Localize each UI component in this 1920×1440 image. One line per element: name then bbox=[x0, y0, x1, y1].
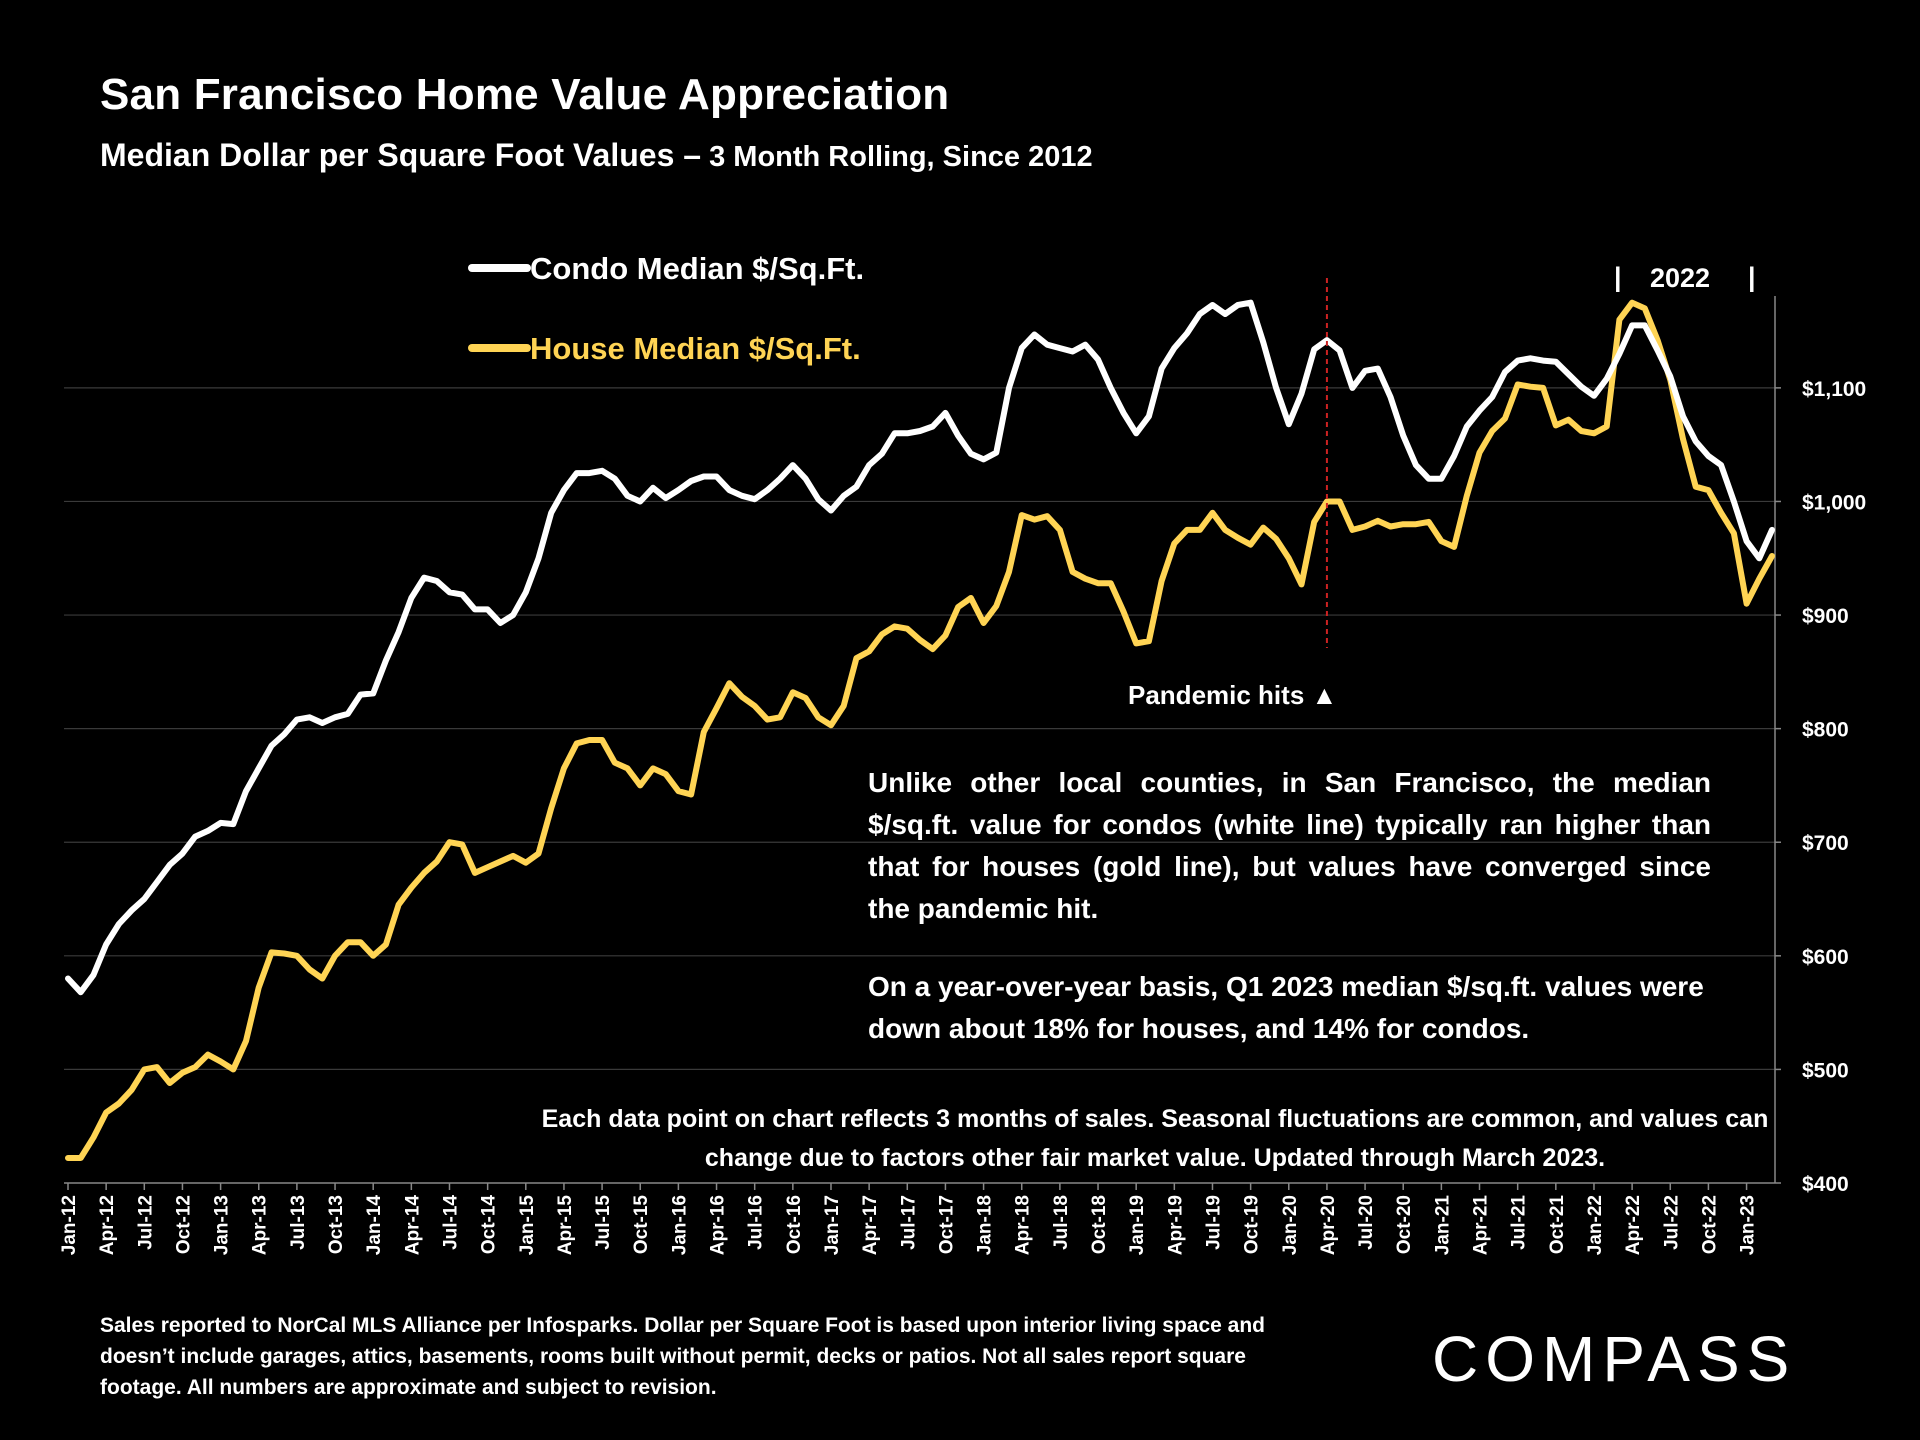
x-tick-label: Jan-13 bbox=[212, 1195, 233, 1255]
x-tick-label: Jul-15 bbox=[593, 1195, 614, 1250]
x-tick-label: Jan-23 bbox=[1738, 1195, 1759, 1255]
annotation-paragraph-1: Unlike other local counties, in San Fran… bbox=[868, 767, 1711, 924]
x-tick-label: Jul-17 bbox=[898, 1195, 919, 1250]
x-tick-label: Apr-20 bbox=[1318, 1195, 1339, 1255]
y-tick-labels: $400 $500 $600 $700 $800 $900 $1,000 $1,100 bbox=[1775, 378, 1866, 1196]
x-tick-label: Apr-14 bbox=[402, 1195, 423, 1256]
x-tick-label: Oct-17 bbox=[936, 1195, 957, 1254]
x-tick-label: Jan-22 bbox=[1585, 1195, 1606, 1255]
compass-logo: COMPASS bbox=[1432, 1323, 1797, 1395]
y-tick-label: $600 bbox=[1802, 946, 1849, 969]
annotations: | 2022 | Pandemic hits ▲ bbox=[1128, 262, 1756, 710]
x-tick-label: Apr-17 bbox=[860, 1195, 881, 1255]
x-tick-label: Jan-15 bbox=[517, 1195, 538, 1256]
year-bracket-left: | bbox=[1614, 262, 1622, 292]
x-tick-label: Oct-12 bbox=[173, 1195, 194, 1254]
legend-house-label: House Median $/Sq.Ft. bbox=[530, 331, 861, 366]
x-tick-label: Jul-14 bbox=[440, 1195, 461, 1250]
x-tick-label: Jul-22 bbox=[1661, 1195, 1682, 1250]
x-tick-label: Apr-16 bbox=[708, 1195, 729, 1255]
year-bracket-right: | bbox=[1748, 262, 1756, 292]
x-tick-label: Jan-20 bbox=[1280, 1195, 1301, 1255]
x-tick-label: Jan-17 bbox=[822, 1195, 843, 1255]
x-tick-label: Jan-21 bbox=[1432, 1195, 1453, 1256]
chart-note: Each data point on chart reflects 3 mont… bbox=[541, 1105, 1769, 1172]
x-tick-label: Apr-22 bbox=[1623, 1195, 1644, 1255]
y-tick-label: $700 bbox=[1802, 832, 1849, 855]
x-tick-label: Apr-19 bbox=[1165, 1195, 1186, 1255]
series-lines bbox=[65, 278, 1775, 1161]
x-tick-label: Jul-21 bbox=[1509, 1195, 1530, 1250]
axes bbox=[64, 296, 1776, 1184]
x-tick-label: Oct-14 bbox=[479, 1195, 500, 1255]
x-tick-label: Oct-13 bbox=[326, 1195, 347, 1254]
x-tick-label: Apr-13 bbox=[250, 1195, 271, 1255]
y-tick-label: $400 bbox=[1802, 1173, 1849, 1196]
legend-condo-label: Condo Median $/Sq.Ft. bbox=[530, 251, 864, 286]
x-tick-label: Apr-15 bbox=[555, 1195, 576, 1256]
x-tick-label: Oct-15 bbox=[631, 1195, 652, 1255]
x-tick-label: Jan-18 bbox=[975, 1195, 996, 1255]
x-tick-label: Oct-20 bbox=[1394, 1195, 1415, 1254]
annotation-text: Unlike other local counties, in San Fran… bbox=[868, 762, 1711, 1050]
x-tick-label: Jan-16 bbox=[669, 1195, 690, 1255]
x-tick-labels: Jan-12 Apr-12 Jul-12 Oct-12 Jan-13 Apr-13 Jul-… bbox=[59, 1183, 1759, 1255]
x-tick-label: Apr-12 bbox=[97, 1195, 118, 1255]
chart-title: San Francisco Home Value Appreciation bbox=[100, 70, 950, 119]
source-footnote: Sales reported to NorCal MLS Alliance pe… bbox=[100, 1314, 1265, 1399]
subtitle-main: Median Dollar per Square Foot Values – bbox=[100, 137, 702, 173]
chart-subtitle: Median Dollar per Square Foot Values – 3… bbox=[100, 137, 1093, 174]
x-tick-label: Jul-18 bbox=[1051, 1195, 1072, 1250]
x-tick-label: Jan-14 bbox=[364, 1195, 385, 1256]
y-tick-label: $1,000 bbox=[1802, 491, 1866, 514]
x-tick-label: Apr-21 bbox=[1471, 1195, 1492, 1256]
y-tick-label: $500 bbox=[1802, 1059, 1849, 1082]
subtitle-small: 3 Month Rolling, Since 2012 bbox=[701, 141, 1093, 173]
gridlines bbox=[64, 387, 1775, 1071]
annotation-paragraph-2: On a year-over-year basis, Q1 2023 media… bbox=[868, 971, 1704, 1044]
x-tick-label: Jan-12 bbox=[59, 1195, 80, 1255]
x-tick-label: Jan-19 bbox=[1127, 1195, 1148, 1255]
x-tick-label: Jul-19 bbox=[1203, 1195, 1224, 1250]
x-tick-label: Oct-19 bbox=[1242, 1195, 1263, 1254]
house-line bbox=[65, 299, 1775, 1161]
x-tick-label: Oct-22 bbox=[1699, 1195, 1720, 1254]
x-tick-label: Jul-12 bbox=[135, 1195, 156, 1250]
year-label: 2022 bbox=[1650, 263, 1710, 293]
x-tick-label: Oct-21 bbox=[1547, 1195, 1568, 1255]
condo-line bbox=[65, 299, 1775, 996]
y-tick-label: $800 bbox=[1802, 719, 1849, 742]
x-tick-label: Jul-16 bbox=[746, 1195, 767, 1250]
x-tick-label: Oct-16 bbox=[784, 1195, 805, 1254]
pandemic-label: Pandemic hits ▲ bbox=[1128, 680, 1337, 710]
legend: Condo Median $/Sq.Ft. House Median $/Sq.… bbox=[468, 251, 864, 366]
x-tick-label: Oct-18 bbox=[1089, 1195, 1110, 1254]
y-tick-label: $900 bbox=[1802, 605, 1849, 628]
y-tick-label: $1,100 bbox=[1802, 378, 1866, 401]
x-tick-label: Apr-18 bbox=[1013, 1195, 1034, 1255]
x-tick-label: Jul-20 bbox=[1356, 1195, 1377, 1250]
x-tick-label: Jul-13 bbox=[288, 1195, 309, 1250]
